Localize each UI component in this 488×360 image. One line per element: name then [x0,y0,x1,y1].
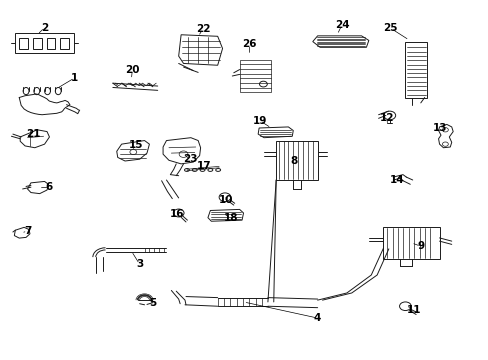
Text: 14: 14 [388,175,403,185]
Text: 2: 2 [41,23,48,33]
Text: 3: 3 [136,259,143,269]
Text: 17: 17 [197,161,211,171]
Text: 9: 9 [417,241,424,251]
Text: 24: 24 [334,20,348,30]
Text: 11: 11 [406,305,420,315]
Text: 16: 16 [170,209,184,219]
Text: 20: 20 [125,64,139,75]
Text: 6: 6 [46,182,53,192]
Text: 10: 10 [218,195,233,205]
Bar [46,39,55,49]
Bar [19,39,28,49]
Bar [33,39,41,49]
Text: 25: 25 [383,23,397,33]
Text: 7: 7 [24,226,31,236]
Text: 4: 4 [313,313,321,323]
Text: 26: 26 [242,40,256,49]
Text: 1: 1 [71,73,78,83]
Text: 13: 13 [432,123,447,133]
Text: 15: 15 [129,140,143,150]
Bar [383,226,439,259]
Text: 5: 5 [149,298,156,308]
Text: 12: 12 [379,113,393,123]
Text: 23: 23 [182,154,197,164]
Text: 19: 19 [252,116,267,126]
Bar [60,39,69,49]
Bar [405,42,427,98]
Text: 22: 22 [195,24,210,34]
Text: 8: 8 [290,156,297,166]
Text: 21: 21 [26,129,41,139]
Bar [15,33,74,53]
Bar [276,140,317,180]
Text: 18: 18 [223,213,238,222]
Bar [239,60,271,92]
